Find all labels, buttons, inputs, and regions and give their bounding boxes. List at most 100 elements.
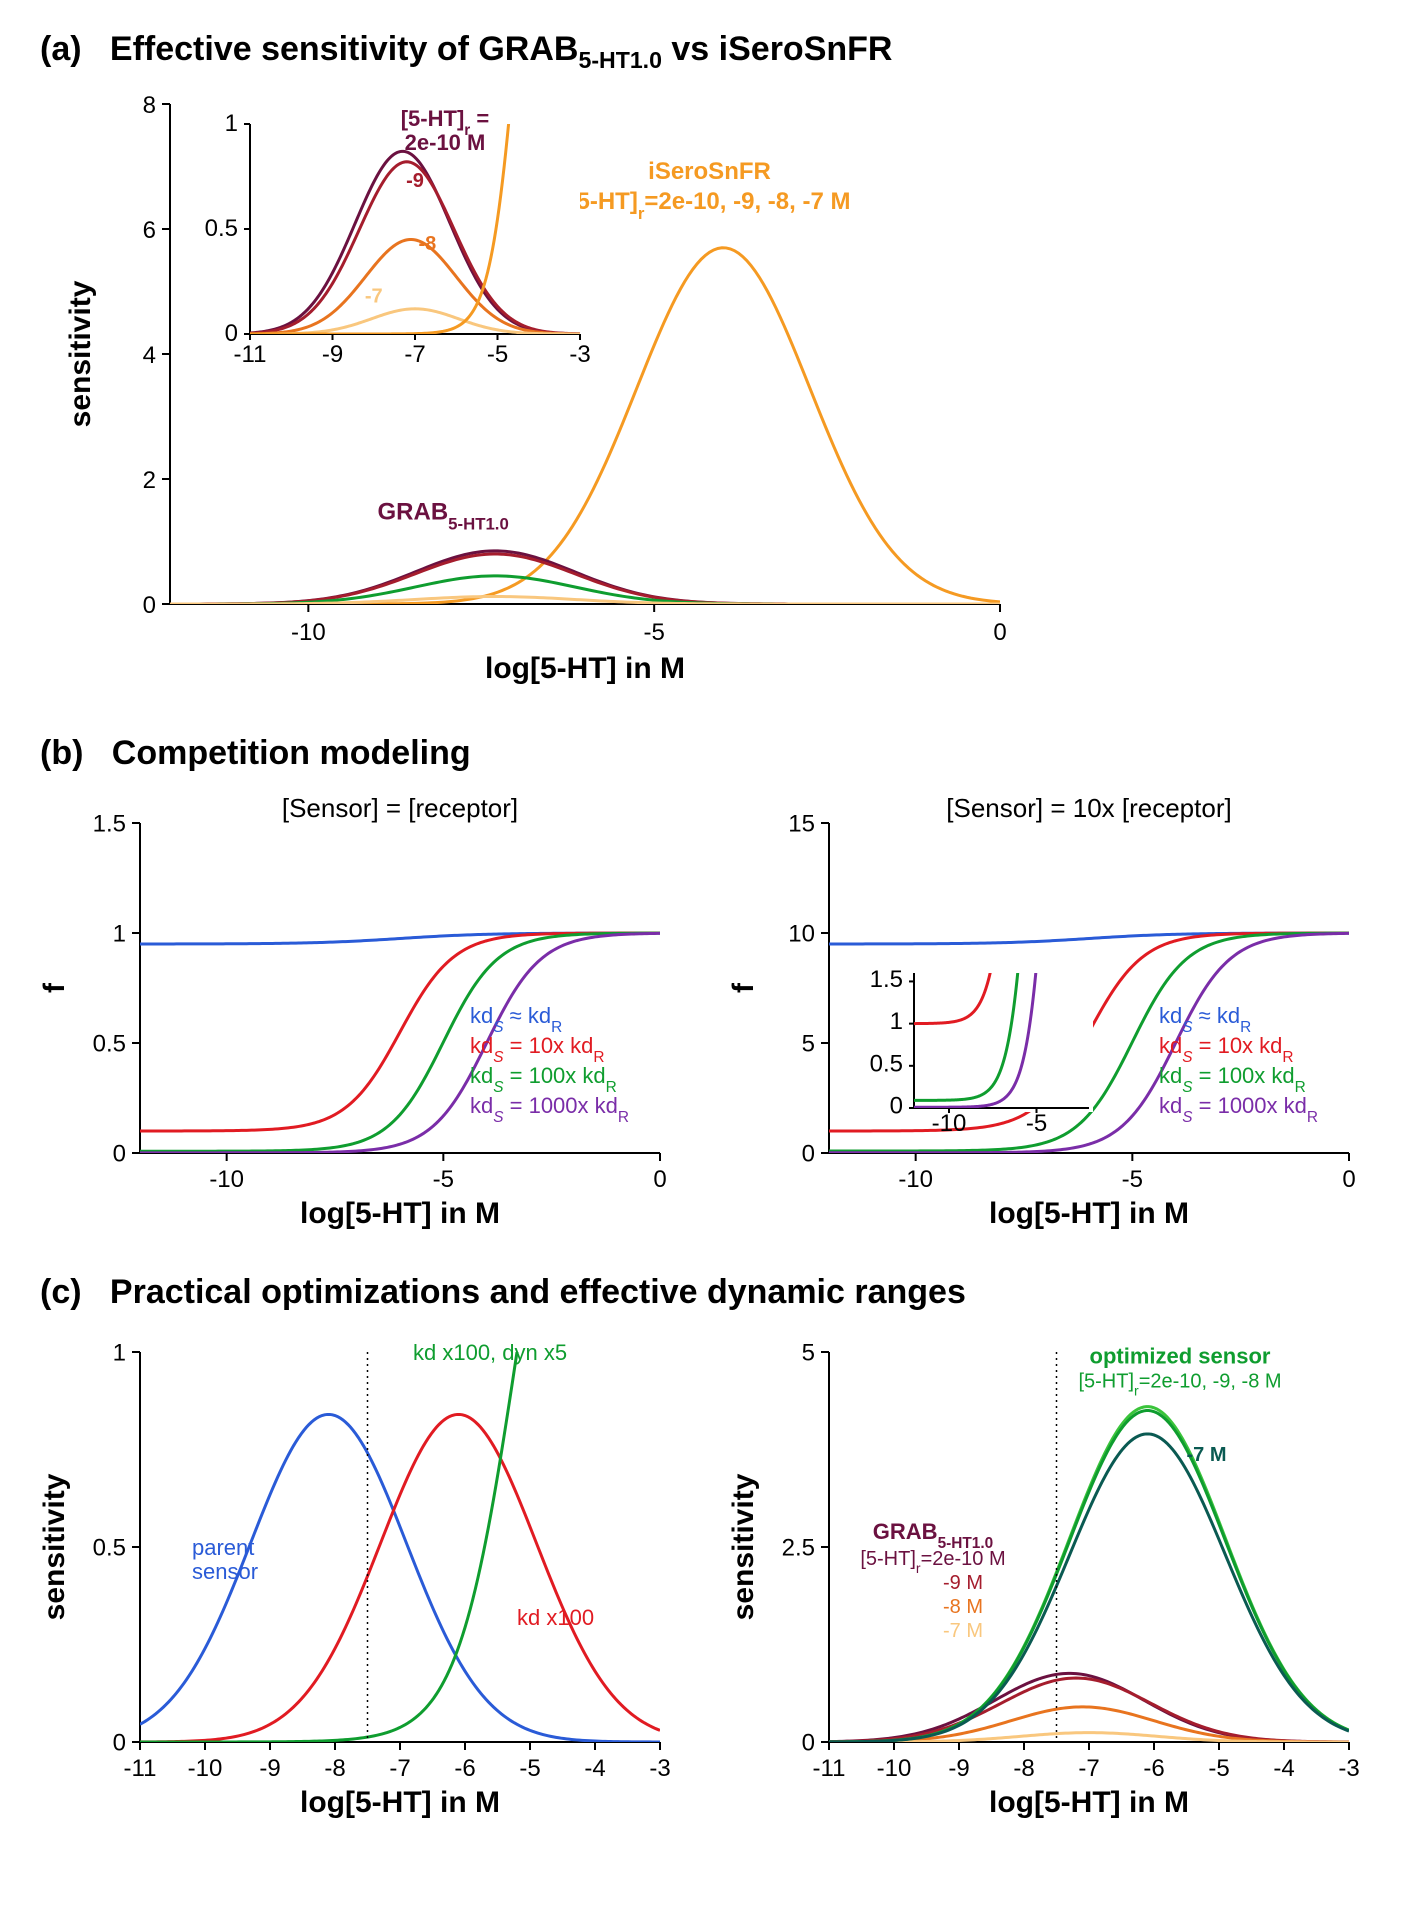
- panel-c-left-chart: -11-10-9-8-7-6-5-4-300.51log[5-HT] in Ms…: [40, 1322, 689, 1842]
- svg-text:0.5: 0.5: [205, 215, 238, 242]
- svg-text:-5: -5: [487, 341, 508, 368]
- svg-text:1: 1: [889, 1008, 902, 1035]
- svg-text:0: 0: [801, 1729, 814, 1756]
- svg-text:-7: -7: [1078, 1755, 1099, 1782]
- svg-text:log[5-HT] in M: log[5-HT] in M: [989, 1197, 1189, 1230]
- panel-a-text-sub: 5-HT1.0: [578, 47, 661, 73]
- svg-text:-9: -9: [406, 170, 424, 192]
- svg-text:2e-10 M: 2e-10 M: [405, 130, 486, 155]
- svg-text:-9: -9: [259, 1755, 280, 1782]
- svg-text:-4: -4: [584, 1755, 605, 1782]
- svg-text:-5: -5: [643, 619, 664, 646]
- svg-text:-8: -8: [324, 1755, 345, 1782]
- panel-c-label: (c): [40, 1273, 82, 1311]
- svg-text:-6: -6: [454, 1755, 475, 1782]
- svg-text:sensitivity: sensitivity: [729, 1473, 760, 1620]
- svg-text:2: 2: [143, 467, 156, 494]
- panel-a-text-prefix: Effective sensitivity of GRAB: [110, 30, 579, 68]
- svg-text:kdS = 1000x kdR: kdS = 1000x kdR: [1159, 1093, 1318, 1126]
- svg-text:0: 0: [801, 1140, 814, 1167]
- svg-text:-5: -5: [1121, 1166, 1142, 1193]
- svg-text:kdS ≈ kdR: kdS ≈ kdR: [1159, 1003, 1251, 1036]
- panel-c-text: Practical optimizations and effective dy…: [110, 1273, 966, 1311]
- svg-text:-10: -10: [291, 619, 326, 646]
- svg-text:0.5: 0.5: [93, 1534, 126, 1561]
- svg-text:kdS ≈ kdR: kdS ≈ kdR: [470, 1003, 562, 1036]
- svg-text:10: 10: [788, 920, 815, 947]
- svg-text:-7: -7: [365, 285, 383, 307]
- svg-text:kdS = 10x kdR: kdS = 10x kdR: [470, 1033, 605, 1066]
- svg-text:log[5-HT] in M: log[5-HT] in M: [300, 1197, 500, 1230]
- svg-text:GRAB5-HT1.0: GRAB5-HT1.0: [378, 498, 509, 533]
- svg-text:-7: -7: [389, 1755, 410, 1782]
- svg-text:kdS = 1000x kdR: kdS = 1000x kdR: [470, 1093, 629, 1126]
- svg-text:-5: -5: [519, 1755, 540, 1782]
- svg-text:0: 0: [143, 592, 156, 619]
- svg-text:-11: -11: [812, 1755, 845, 1782]
- svg-text:-7: -7: [404, 341, 425, 368]
- svg-text:[5-HT]r=2e-10 M: [5-HT]r=2e-10 M: [860, 1548, 1005, 1576]
- svg-text:[5-HT]r=2e-10, -9, -8, -7 M: [5-HT]r=2e-10, -9, -8, -7 M: [569, 188, 851, 223]
- svg-text:-9 M: -9 M: [943, 1572, 983, 1594]
- svg-text:parent: parent: [192, 1535, 254, 1560]
- svg-text:6: 6: [143, 217, 156, 244]
- svg-text:log[5-HT] in M: log[5-HT] in M: [300, 1786, 500, 1819]
- svg-text:1: 1: [225, 110, 238, 137]
- svg-text:[5-HT]r=2e-10, -9, -8 M: [5-HT]r=2e-10, -9, -8 M: [1078, 1370, 1281, 1398]
- panel-a-label: (a): [40, 30, 82, 68]
- svg-text:-10: -10: [188, 1755, 223, 1782]
- svg-text:-5: -5: [1208, 1755, 1229, 1782]
- svg-text:8: 8: [143, 92, 156, 119]
- svg-text:-4: -4: [1273, 1755, 1294, 1782]
- svg-text:-9: -9: [948, 1755, 969, 1782]
- svg-text:1: 1: [113, 920, 126, 947]
- svg-text:-7 M: -7 M: [1186, 1444, 1226, 1466]
- panel-b-text: Competition modeling: [112, 734, 471, 772]
- svg-text:GRAB5-HT1.0: GRAB5-HT1.0: [872, 1519, 992, 1552]
- svg-text:-10: -10: [898, 1166, 933, 1193]
- svg-text:0: 0: [113, 1729, 126, 1756]
- svg-text:5: 5: [801, 1339, 814, 1366]
- svg-text:-5: -5: [433, 1166, 454, 1193]
- svg-text:-3: -3: [1338, 1755, 1359, 1782]
- svg-text:optimized sensor: optimized sensor: [1089, 1343, 1270, 1368]
- svg-text:-6: -6: [1143, 1755, 1164, 1782]
- svg-text:log[5-HT] in M: log[5-HT] in M: [989, 1786, 1189, 1819]
- svg-text:-7 M: -7 M: [943, 1620, 983, 1642]
- svg-text:f: f: [40, 982, 71, 993]
- svg-text:0: 0: [993, 619, 1006, 646]
- svg-text:0: 0: [889, 1092, 902, 1119]
- svg-text:-5: -5: [1025, 1110, 1046, 1137]
- svg-text:sensitivity: sensitivity: [64, 280, 97, 427]
- svg-text:f: f: [729, 982, 760, 993]
- svg-text:-9: -9: [322, 341, 343, 368]
- svg-text:kd x100, dyn x5: kd x100, dyn x5: [413, 1340, 567, 1365]
- svg-text:-10: -10: [209, 1166, 244, 1193]
- svg-text:sensor: sensor: [192, 1559, 258, 1584]
- panel-b-label: (b): [40, 734, 83, 772]
- panel-c-title: (c) Practical optimizations and effectiv…: [40, 1273, 1377, 1312]
- panel-a-title: (a) Effective sensitivity of GRAB5-HT1.0…: [40, 30, 1377, 74]
- svg-text:-8: -8: [1013, 1755, 1034, 1782]
- svg-text:-3: -3: [569, 341, 590, 368]
- svg-text:kdS = 10x kdR: kdS = 10x kdR: [1159, 1033, 1294, 1066]
- svg-text:kdS = 100x kdR: kdS = 100x kdR: [1159, 1063, 1306, 1096]
- svg-text:kdS = 100x kdR: kdS = 100x kdR: [470, 1063, 617, 1096]
- panel-c-right-chart: -11-10-9-8-7-6-5-4-302.55log[5-HT] in Ms…: [729, 1322, 1378, 1842]
- svg-text:kd x100: kd x100: [517, 1605, 594, 1630]
- svg-text:4: 4: [143, 342, 156, 369]
- svg-text:5: 5: [801, 1030, 814, 1057]
- svg-text:0: 0: [653, 1166, 666, 1193]
- svg-text:-8 M: -8 M: [943, 1596, 983, 1618]
- svg-text:0.5: 0.5: [93, 1030, 126, 1057]
- panel-b-right-chart: -10 -5 0 0 5 10 15 log[5-HT] in M f [Sensor] = 10…: [729, 783, 1378, 1263]
- svg-text:[Sensor] = 10x [receptor]: [Sensor] = 10x [receptor]: [946, 793, 1231, 823]
- svg-text:-11: -11: [124, 1755, 157, 1782]
- svg-text:0.5: 0.5: [869, 1050, 902, 1077]
- svg-text:15: 15: [788, 810, 815, 837]
- svg-text:-10: -10: [876, 1755, 911, 1782]
- svg-text:log[5-HT] in M: log[5-HT] in M: [485, 652, 685, 685]
- svg-text:-3: -3: [649, 1755, 670, 1782]
- panel-b-title: (b) Competition modeling: [40, 734, 1377, 773]
- svg-text:1.5: 1.5: [93, 810, 126, 837]
